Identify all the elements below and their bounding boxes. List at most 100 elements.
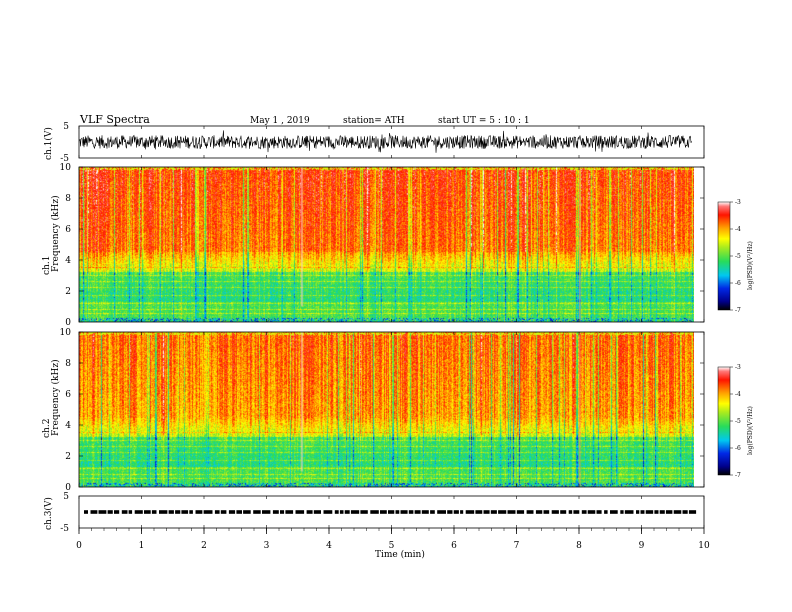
freq-tick-label: 4 — [65, 256, 71, 266]
ch2-colorbar: -3 -4 -5 -6 -7 log(PSD)(V²/Hz) — [717, 364, 754, 479]
ch3-signal-segment — [159, 510, 168, 514]
time-axis-label: Time (min) — [375, 549, 425, 560]
ch3-signal-segment — [323, 510, 333, 514]
ch3-signal-segment — [437, 510, 446, 514]
ch3-signal-segment — [665, 510, 673, 514]
colorbar-tick-label: -3 — [735, 364, 741, 371]
time-axis: 0 1 2 3 4 5 6 7 8 9 10 — [76, 126, 710, 551]
ch3-signal-segment — [168, 510, 174, 514]
ch3-signal-segment — [551, 510, 559, 514]
ch2-channel-label: ch.2 — [42, 419, 52, 438]
ch3-signal-segment — [107, 510, 113, 514]
ch3-signal-segment — [285, 510, 294, 514]
ch3-signal-segment — [604, 510, 608, 514]
freq-tick-label: 0 — [65, 318, 71, 328]
time-axis-tick-label: 2 — [201, 541, 207, 551]
ch3-signal-segment — [516, 510, 525, 514]
ch3-signal-segment — [490, 510, 497, 514]
ch3-signal-segment — [596, 510, 602, 514]
ch2-spectrogram-panel: 0 2 4 6 8 10 ch.2 Frequency (kHz) — [42, 328, 705, 493]
date-label: May 1 , 2019 — [250, 116, 310, 126]
ch3-signal-segment — [654, 510, 659, 514]
ch3-signal-segment — [620, 510, 624, 514]
ch3-signal-segment — [421, 510, 429, 514]
ch2-colorbar-label: log(PSD)(V²/Hz) — [747, 406, 754, 455]
time-axis-tick-label: 5 — [389, 541, 395, 551]
ch3-signal-segment — [640, 510, 645, 514]
ch3-signal-segment — [236, 510, 242, 514]
time-axis-tick-label: 1 — [139, 541, 145, 551]
ch3-signal-segment — [430, 510, 435, 514]
ch1-spectrogram-panel: 0 2 4 6 8 10 ch.1 Frequency (kHz) — [42, 163, 705, 328]
ch3-signal-segment — [228, 510, 236, 514]
ch3-signal-segment — [498, 510, 507, 514]
ch1-spectrogram-image — [79, 167, 694, 322]
ch3-signal-segment — [214, 510, 220, 514]
colorbar-tick-label: -7 — [735, 307, 741, 314]
time-axis-tick-label: 6 — [451, 541, 457, 551]
ch3-signal-segment — [388, 510, 395, 514]
colorbar-tick-label: -7 — [735, 472, 741, 479]
freq-tick-label: 8 — [65, 359, 71, 369]
time-axis-tick-label: 3 — [264, 541, 270, 551]
ch3-signal-segment — [295, 510, 305, 514]
freq-tick-label: 4 — [65, 421, 71, 431]
station-label: station= ATH — [343, 116, 405, 126]
ch3-ytick-bottom: -5 — [60, 524, 69, 534]
ch3-signal-segment — [370, 510, 379, 514]
ch3-signal-segment — [568, 510, 573, 514]
freq-tick-label: 10 — [60, 328, 72, 338]
time-axis-tick-label: 8 — [576, 541, 582, 551]
ch3-signal-segment — [645, 510, 654, 514]
ch3-signal-segment — [460, 510, 464, 514]
ch3-signal-segment — [380, 510, 387, 514]
time-axis-tick-label: 10 — [698, 541, 710, 551]
ch3-signal-segment — [243, 510, 251, 514]
freq-tick-label: 2 — [65, 452, 71, 462]
ch3-signal-segment — [280, 510, 285, 514]
figure-title: VLF Spectra — [79, 113, 150, 126]
ch3-signal-segment — [98, 510, 107, 514]
ch3-signal-segment — [344, 510, 350, 514]
ch3-signal-segment — [313, 510, 321, 514]
ch1-colorbar: -3 -4 -5 -6 -7 log(PSD)(V²/Hz) — [717, 199, 754, 314]
ch3-signal-segment — [535, 510, 543, 514]
ch3-signal-segment — [360, 510, 368, 514]
ch3-signal-segment — [581, 510, 587, 514]
freq-tick-label: 10 — [60, 163, 72, 173]
ch3-signal-segment — [682, 510, 688, 514]
ch3-signal-segment — [395, 510, 400, 514]
colorbar-tick-label: -6 — [735, 445, 741, 452]
ch3-signal-segment — [220, 510, 227, 514]
freq-tick-label: 6 — [65, 225, 71, 235]
freq-tick-label: 2 — [65, 287, 71, 297]
ch3-signal-segment — [573, 510, 580, 514]
ch3-signal-segment — [526, 510, 534, 514]
ch3-signal-segment — [195, 510, 203, 514]
ch3-signal-segment — [128, 510, 133, 514]
ch3-signal-segment — [175, 510, 181, 514]
ch3-signal-segment — [181, 510, 189, 514]
colorbar-tick-label: -6 — [735, 280, 741, 287]
ch1-colorbar-label: log(PSD)(V²/Hz) — [747, 241, 754, 290]
ch3-signal-segment — [151, 510, 157, 514]
ch3-signal-segment — [90, 510, 98, 514]
ch3-signal-segment — [84, 510, 88, 514]
colorbar-tick-label: -4 — [735, 391, 741, 398]
ch3-ylabel: ch.3(V) — [43, 497, 54, 530]
ch3-signal-segment — [339, 510, 344, 514]
ch3-signal-segment — [507, 510, 516, 514]
ch3-signal-segment — [543, 510, 550, 514]
freq-tick-label: 8 — [65, 194, 71, 204]
ch3-signal-segment — [624, 510, 634, 514]
ch3-signal-segment — [350, 510, 360, 514]
colorbar-tick-label: -3 — [735, 199, 741, 206]
ch3-signal-segment — [465, 510, 475, 514]
ch3-signal-segment — [134, 510, 143, 514]
ch3-signal-segment — [400, 510, 408, 514]
ch3-signal-segment — [688, 510, 697, 514]
ch2-colorbar-gradient — [718, 367, 730, 475]
ch3-signal-segment — [636, 510, 640, 514]
ch1-colorbar-gradient — [718, 202, 730, 310]
colorbar-tick-label: -5 — [735, 253, 741, 260]
